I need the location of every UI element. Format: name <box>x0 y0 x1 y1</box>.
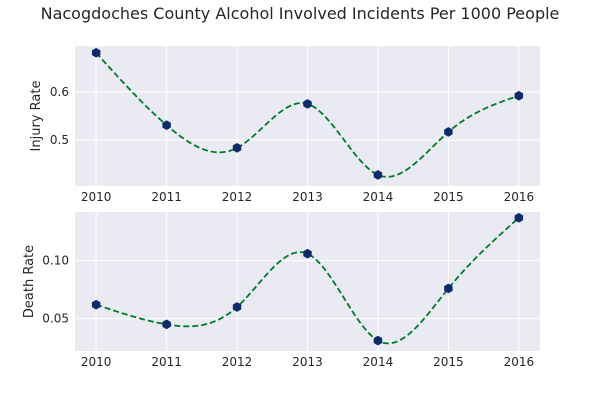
subplot-1-y-axis-label: Injury Rate <box>29 81 44 152</box>
subplot-1-x-tick-label: 2014 <box>363 190 394 204</box>
subplot-1-x-tick-label: 2015 <box>433 190 464 204</box>
subplot-1-x-tick-label: 2016 <box>504 190 535 204</box>
subplot-2-data-point <box>444 283 453 294</box>
subplot-2-x-tick-label: 2014 <box>363 355 394 369</box>
subplot-1-data-point <box>303 99 312 109</box>
subplot-1-data-point <box>91 47 101 58</box>
subplot-2-y-tick-label: 0.10 <box>42 254 69 268</box>
subplot-1-x-tick-label: 2013 <box>292 190 323 204</box>
subplot-2-x-tick-label: 2011 <box>151 355 182 369</box>
subplot-2-x-tick-label: 2015 <box>433 355 464 369</box>
subplot-1-data-point <box>514 90 524 101</box>
subplot-2-data-point <box>91 299 101 310</box>
subplot-1-x-tick-label: 2011 <box>151 190 182 204</box>
subplot-2-data-point <box>373 335 383 346</box>
subplot-1-data-point <box>444 127 453 137</box>
subplot-1-x-tick-label: 2010 <box>81 190 112 204</box>
subplot-1-data-point <box>162 120 171 131</box>
subplot-2-y-tick-label: 0.05 <box>42 312 69 326</box>
chart-title: Nacogdoches County Alcohol Involved Inci… <box>40 4 560 23</box>
subplot-2-data-point <box>162 319 171 330</box>
subplot-2-data-point <box>303 248 312 259</box>
subplot-2: 2010 2011 2012 2013 2014 2015 2016 0.05 0.10 Deat… <box>22 212 540 369</box>
subplot-2-x-tick-label: 2013 <box>292 355 323 369</box>
subplot-2-y-axis-label: Death Rate <box>22 245 37 318</box>
subplot-1-x-tick-label: 2012 <box>222 190 253 204</box>
subplot-1-data-point <box>373 170 383 180</box>
subplot-1: 2010 2011 2012 2013 2014 2015 2016 0.5 0.6 Injury… <box>29 46 540 204</box>
subplot-2-data-point <box>514 212 524 223</box>
subplot-2-x-tick-label: 2016 <box>504 355 535 369</box>
subplot-1-y-tick-label: 0.6 <box>50 85 69 99</box>
subplot-2-x-tick-label: 2010 <box>81 355 112 369</box>
subplot-1-y-tick-label: 0.5 <box>50 133 69 147</box>
subplot-2-x-tick-label: 2012 <box>222 355 253 369</box>
subplot-2-data-point <box>232 302 242 312</box>
subplot-1-data-point <box>232 142 242 153</box>
